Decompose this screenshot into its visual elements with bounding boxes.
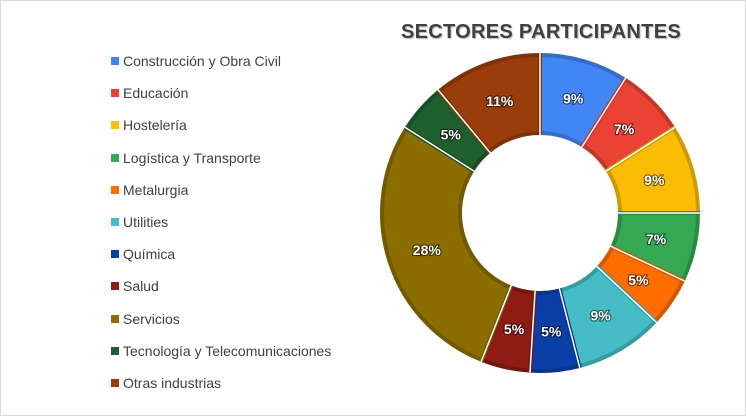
slice-data-label: 28% [413, 242, 442, 258]
legend-label: Otras industrias [123, 374, 222, 391]
slice-separator [558, 288, 581, 369]
legend-item: Educación [111, 77, 331, 109]
legend-item: Otras industrias [111, 367, 331, 399]
slice-separator [437, 89, 491, 154]
legend-swatch [111, 121, 119, 130]
legend-label: Hostelería [123, 117, 187, 134]
slice-data-label: 9% [590, 307, 611, 323]
legend-label: Utilities [123, 214, 169, 231]
legend-item: Logística y Transporte [111, 142, 331, 174]
slice-separator [610, 245, 686, 282]
legend-swatch [111, 314, 119, 323]
legend-item: Salud [111, 270, 331, 302]
slice-data-label: 5% [441, 126, 462, 142]
legend-label: Química [123, 246, 176, 263]
slice-data-label: 9% [644, 172, 665, 188]
slice-data-label: 5% [504, 321, 525, 337]
legend-swatch [111, 250, 119, 259]
slice-separator [480, 285, 512, 363]
slice-separator [596, 265, 658, 324]
legend-swatch [111, 153, 119, 162]
legend-item: Tecnología y Telecomunicaciones [111, 335, 331, 367]
slice-data-label: 9% [563, 91, 584, 107]
slice-separator [404, 126, 475, 172]
legend-label: Tecnología y Telecomunicaciones [123, 342, 332, 359]
legend-label: Construcción y Obra Civil [123, 53, 281, 70]
legend-item: Metalurgia [111, 174, 331, 206]
legend-label: Logística y Transporte [123, 149, 261, 166]
slice-separator [529, 290, 536, 373]
legend-label: Educación [123, 85, 189, 102]
slice-data-label: 5% [628, 272, 649, 288]
slice-separator [581, 77, 627, 148]
legend-label: Metalurgia [123, 181, 189, 198]
legend-item: Construcción y Obra Civil [111, 45, 331, 77]
legend-swatch [111, 346, 119, 355]
legend-label: Salud [123, 278, 159, 295]
legend-swatch [111, 89, 119, 98]
legend-label: Servicios [123, 310, 180, 327]
slice-data-label: 7% [614, 121, 635, 137]
slice-data-label: 11% [486, 93, 514, 109]
legend-swatch [111, 185, 119, 194]
legend-item: Hostelería [111, 109, 331, 141]
legend-item: Química [111, 238, 331, 270]
legend-swatch [111, 57, 119, 66]
legend-swatch [111, 218, 119, 227]
slice-data-label: 5% [541, 323, 562, 339]
donut-slice [380, 125, 514, 363]
slice-separator [605, 126, 676, 172]
legend-item: Servicios [111, 303, 331, 335]
legend-swatch [111, 378, 119, 387]
legend-swatch [111, 282, 119, 291]
slice-data-label: 7% [646, 231, 667, 247]
legend-item: Utilities [111, 206, 331, 238]
chart-legend: Construcción y Obra Civil Educación Hostel… [111, 45, 331, 399]
chart-title: SECTORES PARTICIPANTES [401, 21, 681, 43]
